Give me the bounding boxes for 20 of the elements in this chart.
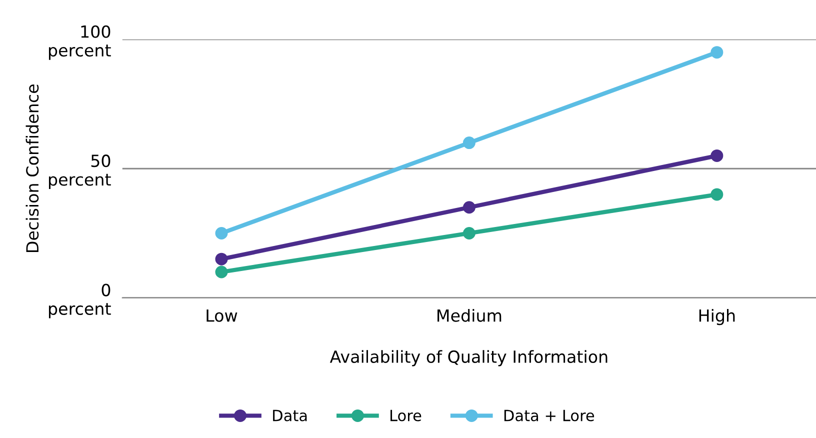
point [462,201,476,214]
legend-label: Data + Lore [504,410,594,422]
x-tick-label: Low [206,309,238,322]
legend-label: Data [273,410,307,422]
legend-label: Lore [390,410,422,422]
x-axis-title: Availability of Quality Information [330,350,608,366]
point [462,226,476,240]
point [215,266,228,278]
y-tick-label: 50 percent [48,154,111,190]
y-tick-label: 0 percent [48,284,111,318]
point [462,136,476,150]
point [215,226,228,240]
y-tick-label: 100 percent [48,25,111,60]
point [710,149,724,162]
y-axis-title: Decision Confidence [26,84,39,252]
point [710,46,724,59]
x-tick-label: High [699,308,735,326]
point [710,188,724,201]
x-tick-label: Medium [438,308,502,322]
point [215,252,228,266]
